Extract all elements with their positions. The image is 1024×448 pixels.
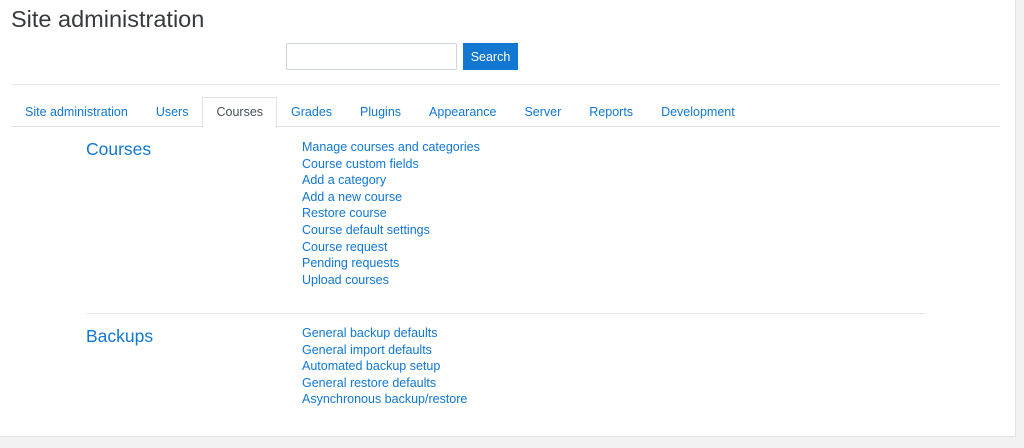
- section-heading-backups[interactable]: Backups: [86, 326, 154, 346]
- tab-plugins[interactable]: Plugins: [360, 105, 402, 119]
- admin-link[interactable]: Course default settings: [302, 222, 430, 237]
- section-divider: [86, 313, 926, 314]
- admin-link[interactable]: General restore defaults: [302, 375, 437, 390]
- tab-development[interactable]: Development: [661, 105, 735, 119]
- courses-links: Manage courses and categories Course cust…: [302, 139, 480, 288]
- admin-link[interactable]: Pending requests: [302, 256, 400, 271]
- admin-link[interactable]: General backup defaults: [302, 326, 438, 340]
- tab-reports[interactable]: Reports: [589, 105, 634, 119]
- admin-link[interactable]: Course request: [302, 239, 388, 254]
- divider: [11, 84, 1000, 85]
- tab-grades[interactable]: Grades: [291, 105, 333, 119]
- search-button[interactable]: Search: [463, 43, 518, 70]
- admin-link[interactable]: Automated backup setup: [302, 359, 441, 374]
- admin-link[interactable]: Restore course: [302, 206, 387, 221]
- admin-link[interactable]: Upload courses: [302, 272, 389, 287]
- admin-link[interactable]: Course custom fields: [302, 156, 419, 171]
- search-input[interactable]: [286, 43, 457, 70]
- admin-link[interactable]: Add a new course: [302, 189, 403, 204]
- admin-card: Site administration Search Site administ…: [0, 0, 1016, 437]
- tab-appearance[interactable]: Appearance: [429, 105, 497, 119]
- tab-users[interactable]: Users: [155, 105, 189, 119]
- admin-tabs: Site administration Users Courses Grades Plu…: [11, 97, 1000, 128]
- backups-links: General backup defaults General import de…: [302, 325, 467, 408]
- page-title: Site administration: [11, 6, 205, 32]
- admin-link[interactable]: General import defaults: [302, 342, 432, 357]
- admin-link[interactable]: Manage courses and categories: [302, 140, 480, 154]
- admin-link[interactable]: Add a category: [302, 173, 387, 188]
- section-heading-courses[interactable]: Courses: [86, 139, 152, 159]
- tab-server[interactable]: Server: [524, 105, 562, 119]
- admin-link[interactable]: Asynchronous backup/restore: [302, 392, 468, 407]
- tab-courses[interactable]: Courses: [202, 97, 278, 128]
- tab-site-administration[interactable]: Site administration: [25, 105, 128, 119]
